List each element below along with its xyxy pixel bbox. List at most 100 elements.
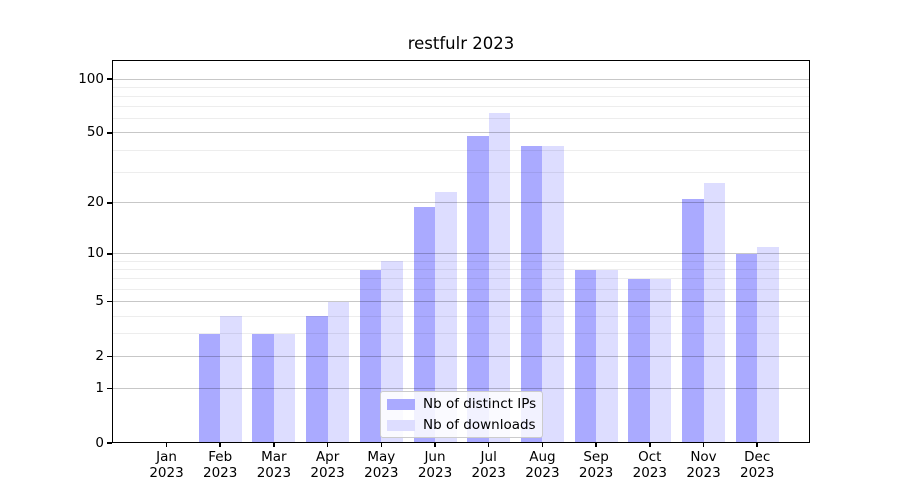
legend-item-distinct-ips: Nb of distinct IPs — [387, 394, 536, 414]
x-tick-label-sep: Sep 2023 — [566, 449, 626, 481]
x-label-year: 2023 — [740, 465, 775, 481]
x-label-year: 2023 — [149, 465, 184, 481]
bar-downloads-jun — [435, 192, 457, 443]
y-tick-label-50: 50 — [86, 124, 104, 141]
x-tick-label-jan: Jan 2023 — [137, 449, 197, 481]
legend-swatch-downloads — [387, 419, 415, 431]
y-tick-2 — [107, 355, 112, 358]
bar-downloads-feb — [220, 316, 242, 443]
x-label-month: Sep — [583, 449, 609, 465]
x-tick-apr — [326, 443, 329, 447]
bar-distinct-ips-oct — [628, 278, 650, 443]
bar-downloads-apr — [327, 301, 350, 443]
gridline-minor-6 — [112, 289, 810, 291]
y-tick-0 — [107, 442, 112, 444]
gridline-minor-7 — [112, 278, 810, 280]
gridline-minor-3 — [112, 333, 810, 335]
x-tick-jul — [487, 443, 490, 447]
gridline-minor-9 — [112, 260, 810, 262]
gridline-minor-80 — [112, 95, 810, 97]
legend-swatch-distinct-ips — [387, 398, 415, 410]
x-label-year: 2023 — [525, 465, 560, 481]
bar-distinct-ips-aug — [520, 146, 543, 443]
x-tick-sep — [595, 443, 597, 447]
gridline-minor-60 — [112, 118, 810, 120]
bar-distinct-ips-feb — [198, 333, 221, 443]
x-label-month: Jun — [424, 449, 446, 465]
gridline-major-2 — [112, 355, 810, 357]
bar-distinct-ips-jun — [413, 206, 435, 443]
y-tick-label-20: 20 — [86, 194, 104, 211]
bar-distinct-ips-nov — [682, 199, 704, 443]
x-label-month: Nov — [690, 449, 717, 465]
bar-downloads-aug — [542, 146, 564, 443]
bar-distinct-ips-mar — [252, 333, 274, 443]
x-label-month: May — [367, 449, 396, 465]
x-tick-jun — [434, 443, 436, 447]
bar-downloads-dec — [757, 247, 779, 443]
x-tick-label-oct: Oct 2023 — [620, 449, 680, 481]
y-tick-label-2: 2 — [95, 347, 104, 364]
y-tick-label-5: 5 — [95, 293, 104, 310]
x-label-year: 2023 — [632, 465, 667, 481]
legend-label-downloads: Nb of downloads — [423, 417, 536, 433]
gridline-major-10 — [112, 253, 810, 255]
x-tick-label-nov: Nov 2023 — [674, 449, 734, 481]
gridline-minor-8 — [112, 269, 810, 271]
chart-title: restfulr 2023 — [407, 34, 515, 53]
x-label-month: Dec — [744, 449, 771, 465]
x-tick-label-dec: Dec 2023 — [727, 449, 787, 481]
x-tick-label-jul: Jul 2023 — [459, 449, 519, 481]
x-label-year: 2023 — [256, 465, 292, 481]
gridline-minor-30 — [112, 171, 810, 173]
x-tick-nov — [702, 443, 705, 447]
bar-downloads-mar — [273, 333, 296, 443]
bar-downloads-nov — [703, 183, 725, 443]
gridline-minor-4 — [112, 315, 810, 317]
y-tick-1 — [107, 387, 112, 390]
x-tick-label-mar: Mar 2023 — [244, 449, 304, 481]
x-label-year: 2023 — [686, 465, 721, 481]
x-label-month: Oct — [638, 449, 662, 465]
y-tick-100 — [107, 78, 112, 80]
x-label-month: Feb — [208, 449, 233, 465]
x-tick-jan — [165, 443, 168, 447]
bar-downloads-sep — [596, 269, 618, 443]
bar-distinct-ips-sep — [574, 269, 597, 443]
bar-distinct-ips-apr — [306, 316, 328, 443]
gridline-major-20 — [112, 202, 810, 204]
y-tick-label-0: 0 — [95, 434, 104, 451]
x-tick-aug — [541, 443, 544, 447]
x-label-month: Jan — [156, 449, 177, 465]
gridline-minor-70 — [112, 106, 810, 108]
x-tick-feb — [219, 443, 221, 447]
gridline-major-5 — [112, 301, 810, 303]
x-tick-oct — [649, 443, 651, 447]
x-tick-label-apr: Apr 2023 — [298, 449, 358, 481]
x-tick-label-may: May 2023 — [351, 449, 411, 481]
x-label-year: 2023 — [471, 465, 506, 481]
bar-downloads-jul — [488, 112, 511, 443]
y-tick-50 — [107, 132, 112, 134]
gridline-major-100 — [112, 78, 810, 80]
x-label-month: Jul — [480, 449, 497, 465]
bar-downloads-oct — [649, 278, 672, 443]
x-label-year: 2023 — [310, 465, 345, 481]
y-tick-label-1: 1 — [95, 379, 104, 396]
legend: Nb of distinct IPs Nb of downloads — [380, 391, 544, 438]
legend-label-distinct-ips: Nb of distinct IPs — [423, 396, 537, 412]
y-tick-10 — [107, 253, 112, 255]
x-tick-label-feb: Feb 2023 — [190, 449, 250, 481]
y-tick-20 — [107, 202, 112, 204]
x-label-year: 2023 — [203, 465, 238, 481]
gridline-minor-40 — [112, 149, 810, 151]
x-tick-mar — [273, 443, 275, 447]
y-tick-5 — [107, 300, 112, 303]
x-label-year: 2023 — [417, 465, 453, 481]
y-tick-label-100: 100 — [78, 70, 104, 87]
x-label-month: Aug — [529, 449, 556, 465]
gridline-major-50 — [112, 132, 810, 134]
